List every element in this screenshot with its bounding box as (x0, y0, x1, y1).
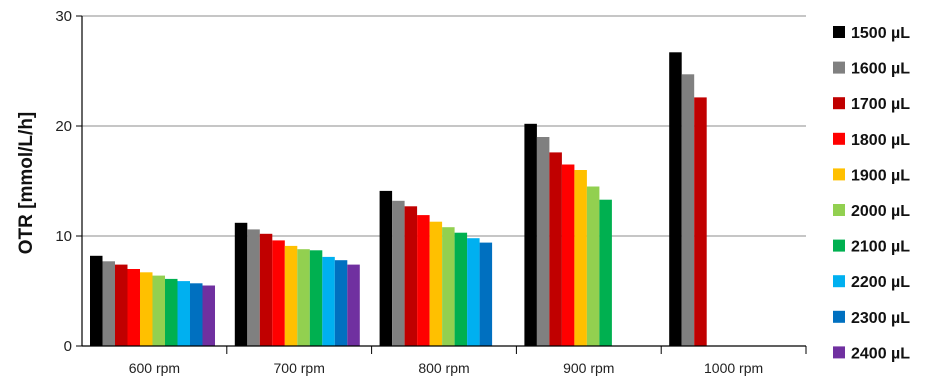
bar-900-rpm-3 (562, 165, 575, 347)
x-tick-label: 900 rpm (563, 360, 614, 376)
bar-1000-rpm-2 (694, 97, 707, 346)
bar-1000-rpm-1 (682, 74, 695, 346)
bar-600-rpm-9 (203, 286, 216, 347)
bar-600-rpm-8 (190, 283, 203, 346)
legend-label: 1900 µL (851, 167, 910, 184)
bar-800-rpm-2 (405, 206, 418, 346)
y-tick-label: 10 (55, 228, 72, 245)
legend: 1500 µL 1600 µL 1700 µL 1800 µL 1900 µL 2000 … (833, 25, 910, 362)
bar-700-rpm-2 (260, 234, 273, 346)
bar-800-rpm-7 (467, 238, 480, 346)
bar-800-rpm-6 (455, 233, 468, 346)
legend-swatch (833, 26, 845, 38)
bar-600-rpm-0 (90, 256, 103, 346)
bar-600-rpm-5 (153, 276, 166, 346)
x-tick-label: 700 rpm (274, 360, 325, 376)
legend-swatch (833, 311, 845, 323)
bar-600-rpm-3 (128, 269, 141, 346)
bar-600-rpm-2 (115, 265, 128, 346)
legend-label: 1600 µL (851, 61, 910, 78)
legend-label: 2100 µL (851, 239, 910, 256)
legend-swatch (833, 204, 845, 216)
bar-800-rpm-1 (392, 201, 405, 346)
y-tick-label: 0 (64, 338, 72, 355)
legend-swatch (833, 62, 845, 74)
bar-900-rpm-6 (599, 200, 612, 346)
legend-swatch (833, 168, 845, 180)
legend-label: 2400 µL (851, 345, 910, 362)
bar-600-rpm-4 (140, 272, 153, 346)
legend-label: 1500 µL (851, 25, 910, 42)
legend-swatch (833, 346, 845, 358)
bar-1000-rpm-0 (669, 52, 682, 346)
legend-label: 1700 µL (851, 96, 910, 113)
bar-700-rpm-4 (285, 246, 298, 346)
bar-800-rpm-0 (380, 191, 393, 346)
legend-label: 2300 µL (851, 310, 910, 327)
bar-600-rpm-7 (178, 281, 191, 346)
bar-900-rpm-2 (549, 152, 562, 346)
y-tick-label: 30 (55, 8, 72, 25)
bar-900-rpm-4 (574, 170, 587, 346)
bars (90, 52, 707, 346)
bar-700-rpm-7 (322, 257, 335, 346)
bar-700-rpm-1 (247, 229, 259, 346)
bar-600-rpm-1 (103, 261, 116, 346)
x-tick-label: 1000 rpm (704, 360, 763, 376)
legend-swatch (833, 275, 845, 287)
bar-900-rpm-5 (587, 187, 600, 347)
y-tick-label: 20 (55, 118, 72, 135)
legend-label: 2000 µL (851, 203, 910, 220)
legend-swatch (833, 97, 845, 109)
bar-700-rpm-5 (297, 249, 310, 346)
bar-600-rpm-6 (165, 279, 178, 346)
bar-700-rpm-0 (235, 223, 248, 346)
legend-label: 1800 µL (851, 132, 910, 149)
bar-800-rpm-3 (417, 215, 430, 346)
bar-700-rpm-9 (347, 265, 360, 346)
legend-swatch (833, 240, 845, 252)
x-tick-label: 600 rpm (129, 360, 180, 376)
bar-800-rpm-8 (480, 243, 493, 346)
bar-700-rpm-6 (310, 250, 323, 346)
y-axis-label: OTR [mmol/L/h] (16, 112, 37, 254)
legend-swatch (833, 133, 845, 145)
x-tick-label: 800 rpm (418, 360, 469, 376)
bar-700-rpm-3 (272, 240, 285, 346)
legend-label: 2200 µL (851, 274, 910, 291)
bar-900-rpm-0 (524, 124, 537, 346)
bar-900-rpm-1 (537, 137, 550, 346)
bar-800-rpm-4 (430, 222, 443, 346)
bar-800-rpm-5 (442, 227, 455, 346)
bar-700-rpm-8 (335, 260, 348, 346)
